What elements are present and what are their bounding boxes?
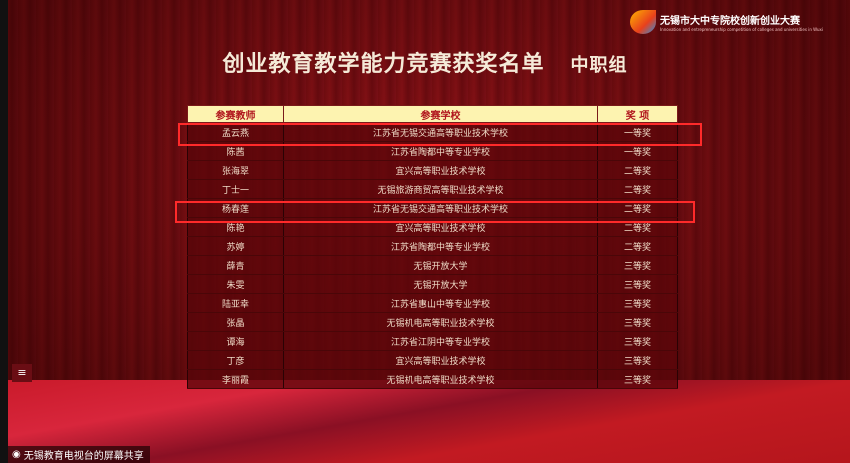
cell-award: 一等奖: [597, 141, 678, 161]
cell-teacher: 苏婷: [187, 236, 284, 256]
header-teacher: 参赛教师: [187, 105, 284, 123]
table-row: 丁彦 宜兴高等职业技术学校 三等奖: [187, 350, 678, 370]
cell-teacher: 陆亚幸: [187, 293, 284, 313]
cell-teacher: 杨春莲: [187, 198, 284, 218]
cell-school: 无锡旅游商贸高等职业技术学校: [283, 179, 598, 199]
cell-school: 宜兴高等职业技术学校: [283, 350, 598, 370]
title-text: 创业教育教学能力竞赛获奖名单: [222, 52, 545, 77]
cell-award: 二等奖: [597, 160, 678, 180]
cell-teacher: 朱雯: [187, 274, 284, 294]
logo-en-text: Innovation and entrepreneurship competit…: [660, 27, 823, 32]
table-row: 丁士一 无锡旅游商贸高等职业技术学校 二等奖: [187, 179, 678, 199]
share-label: 无锡教育电视台的屏幕共享: [23, 451, 144, 462]
table-row: 朱雯 无锡开放大学 三等奖: [187, 274, 678, 294]
cell-award: 三等奖: [597, 331, 678, 351]
table-row: 张晶 无锡机电高等职业技术学校 三等奖: [187, 312, 678, 332]
cell-school: 江苏省陶都中等专业学校: [283, 141, 598, 161]
table-row: 杨春莲 江苏省无锡交通高等职业技术学校 二等奖: [187, 198, 678, 218]
table-row: 张海翠 宜兴高等职业技术学校 二等奖: [187, 160, 678, 180]
cell-award: 二等奖: [597, 198, 678, 218]
cell-award: 三等奖: [597, 369, 678, 389]
table-row: 李丽霞 无锡机电高等职业技术学校 三等奖: [187, 369, 678, 389]
logo-text: 无锡市大中专院校创新创业大赛: [660, 16, 800, 27]
menu-icon[interactable]: ≡: [12, 364, 32, 382]
cell-teacher: 张海翠: [187, 160, 284, 180]
cell-school: 无锡机电高等职业技术学校: [283, 369, 598, 389]
wing-logo-icon: [630, 10, 656, 34]
cell-teacher: 谭海: [187, 331, 284, 351]
page-title: 创业教育教学能力竞赛获奖名单 中职组: [0, 46, 850, 78]
cell-teacher: 张晶: [187, 312, 284, 332]
screen-share-icon: ◉: [12, 449, 21, 460]
cell-school: 江苏省无锡交通高等职业技术学校: [283, 122, 598, 142]
table-row: 苏婷 江苏省陶都中等专业学校 二等奖: [187, 236, 678, 256]
cell-school: 宜兴高等职业技术学校: [283, 160, 598, 180]
cell-teacher: 薛青: [187, 255, 284, 275]
cell-award: 三等奖: [597, 350, 678, 370]
cell-school: 江苏省江阴中等专业学校: [283, 331, 598, 351]
cell-teacher: 孟云燕: [187, 122, 284, 142]
left-edge: [0, 0, 8, 463]
screen-share-bar[interactable]: ◉ 无锡教育电视台的屏幕共享: [8, 446, 150, 463]
group-subtitle: 中职组: [570, 55, 628, 76]
cell-award: 三等奖: [597, 312, 678, 332]
table-row: 薛青 无锡开放大学 三等奖: [187, 255, 678, 275]
cell-award: 三等奖: [597, 293, 678, 313]
cell-school: 无锡开放大学: [283, 274, 598, 294]
header-award: 奖 项: [597, 105, 678, 123]
table-row: 谭海 江苏省江阴中等专业学校 三等奖: [187, 331, 678, 351]
cell-teacher: 丁彦: [187, 350, 284, 370]
cell-award: 二等奖: [597, 236, 678, 256]
cell-teacher: 丁士一: [187, 179, 284, 199]
cell-teacher: 李丽霞: [187, 369, 284, 389]
cell-award: 三等奖: [597, 255, 678, 275]
competition-logo: 无锡市大中专院校创新创业大赛 Innovation and entreprene…: [630, 10, 823, 34]
cell-school: 江苏省陶都中等专业学校: [283, 236, 598, 256]
cell-school: 无锡机电高等职业技术学校: [283, 312, 598, 332]
cell-school: 江苏省无锡交通高等职业技术学校: [283, 198, 598, 218]
cell-school: 无锡开放大学: [283, 255, 598, 275]
cell-award: 二等奖: [597, 179, 678, 199]
cell-teacher: 陈茜: [187, 141, 284, 161]
cell-award: 一等奖: [597, 122, 678, 142]
highlight-box: [175, 201, 695, 223]
table-row: 孟云燕 江苏省无锡交通高等职业技术学校 一等奖: [187, 122, 678, 142]
header-school: 参赛学校: [283, 105, 598, 123]
highlight-box: [178, 123, 702, 146]
table-row: 陆亚幸 江苏省惠山中等专业学校 三等奖: [187, 293, 678, 313]
table-row: 陈茜 江苏省陶都中等专业学校 一等奖: [187, 141, 678, 161]
cell-award: 三等奖: [597, 274, 678, 294]
cell-school: 江苏省惠山中等专业学校: [283, 293, 598, 313]
award-table: 参赛教师 参赛学校 奖 项 孟云燕 江苏省无锡交通高等职业技术学校 一等奖 陈茜 江苏省…: [187, 105, 678, 389]
